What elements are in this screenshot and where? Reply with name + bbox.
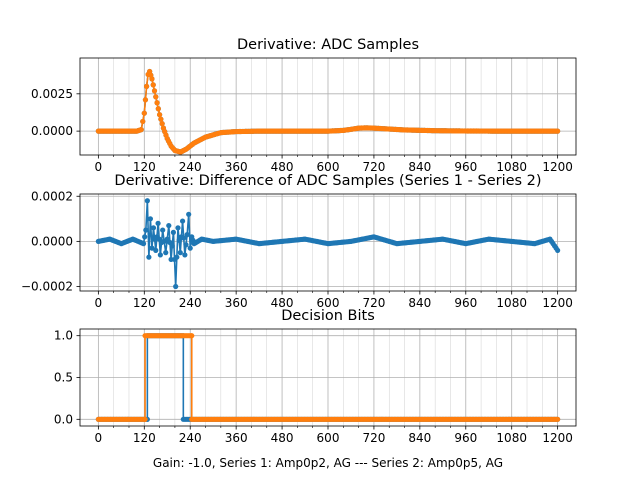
data-point	[140, 241, 147, 247]
panel-difference: 0 120 240 360 480 600 720 840 960 1080 1200 −0.0002…	[21, 173, 577, 310]
x-tick-label: 240	[179, 296, 202, 310]
y-tick-label: −0.0002	[21, 279, 73, 293]
data-point	[144, 198, 150, 204]
y-tick-label: 0.0025	[31, 87, 73, 101]
data-point	[153, 247, 159, 253]
data-point	[157, 112, 163, 118]
data-point	[177, 250, 183, 256]
x-tick-label: 720	[362, 160, 385, 174]
x-tick-label: 840	[408, 296, 431, 310]
y-tick-label: 1.0	[54, 329, 73, 343]
data-point	[174, 254, 180, 260]
data-point	[157, 252, 163, 258]
data-point	[189, 333, 195, 339]
data-point	[181, 235, 187, 241]
y-tick-label: 0.0000	[31, 234, 73, 248]
data-point	[555, 128, 561, 134]
data-point	[555, 416, 561, 422]
data-point	[153, 94, 159, 100]
data-point	[154, 100, 160, 106]
data-point	[143, 83, 150, 89]
data-point	[163, 250, 169, 256]
data-point	[142, 416, 148, 422]
data-point	[150, 225, 157, 231]
x-tick-label: 480	[271, 296, 294, 310]
data-point	[187, 245, 193, 251]
x-tick-label: 0	[95, 431, 103, 445]
y-tick-label: 0.0	[54, 412, 73, 426]
data-point	[151, 88, 158, 94]
data-point	[184, 232, 190, 238]
data-point	[155, 106, 161, 112]
data-point	[186, 211, 192, 217]
data-point	[150, 82, 156, 88]
chart-title: Derivative: Difference of ADC Samples (S…	[114, 173, 541, 189]
axes-frame	[79, 57, 577, 156]
y-tick-label: 0.0000	[31, 124, 73, 138]
data-point	[143, 227, 149, 233]
axes-frame	[79, 193, 577, 292]
x-tick-label: 960	[454, 296, 477, 310]
figure-footer-label: Gain: -1.0, Series 1: Amp0p2, AG --- Ser…	[153, 456, 503, 470]
y-tick-label: 0.5	[54, 371, 73, 385]
y-tick-label: 0.0002	[31, 189, 73, 203]
x-tick-label: 840	[408, 160, 431, 174]
x-tick-label: 600	[317, 431, 340, 445]
x-tick-label: 1200	[542, 296, 573, 310]
data-point	[169, 243, 175, 249]
data-point	[170, 229, 176, 235]
x-tick-label: 1080	[496, 431, 527, 445]
x-tick-label: 240	[179, 160, 202, 174]
x-tick-label: 360	[225, 160, 248, 174]
x-tick-label: 0	[95, 296, 103, 310]
data-point	[182, 252, 188, 258]
x-tick-label: 240	[179, 431, 202, 445]
x-tick-label: 1200	[542, 431, 573, 445]
data-point	[149, 245, 155, 251]
data-point	[159, 121, 165, 127]
data-point	[141, 110, 147, 116]
x-tick-label: 720	[362, 296, 385, 310]
x-tick-label: 120	[133, 160, 156, 174]
x-tick-label: 600	[317, 296, 340, 310]
x-tick-label: 1080	[496, 160, 527, 174]
data-point	[147, 216, 154, 222]
x-tick-label: 120	[133, 296, 156, 310]
data-point	[155, 220, 161, 226]
x-tick-label: 960	[454, 431, 477, 445]
x-tick-label: 120	[133, 431, 156, 445]
x-tick-label: 960	[454, 160, 477, 174]
data-point	[142, 97, 149, 103]
chart-title: Derivative: ADC Samples	[237, 37, 419, 53]
data-point	[183, 242, 189, 248]
x-tick-label: 360	[225, 296, 248, 310]
data-point	[173, 283, 179, 290]
data-point	[179, 218, 186, 224]
chart-title: Decision Bits	[281, 308, 375, 324]
x-tick-label: 480	[271, 160, 294, 174]
panel-adc-samples: 0 120 240 360 480 600 720 840 960 1080 1200 0.0000 0…	[31, 37, 577, 174]
x-tick-label: 0	[95, 160, 103, 174]
data-point	[146, 254, 152, 260]
data-point	[160, 227, 166, 233]
x-tick-label: 360	[225, 431, 248, 445]
x-tick-label: 480	[271, 431, 294, 445]
x-tick-label: 720	[362, 431, 385, 445]
data-point	[166, 222, 172, 229]
data-point	[138, 127, 144, 133]
x-tick-label: 840	[408, 431, 431, 445]
data-point	[158, 116, 164, 122]
data-point	[149, 76, 155, 82]
x-tick-label: 1080	[496, 296, 527, 310]
data-point	[555, 247, 561, 253]
data-point	[142, 234, 148, 240]
data-point	[175, 225, 181, 231]
x-tick-label: 600	[317, 160, 340, 174]
data-point	[140, 118, 146, 125]
panel-decision-bits: 0 120 240 360 480 600 720 840 960 1080 1200 0.0 0.5 1…	[54, 308, 577, 445]
x-tick-label: 1200	[542, 160, 573, 174]
axes-frame	[79, 328, 577, 427]
